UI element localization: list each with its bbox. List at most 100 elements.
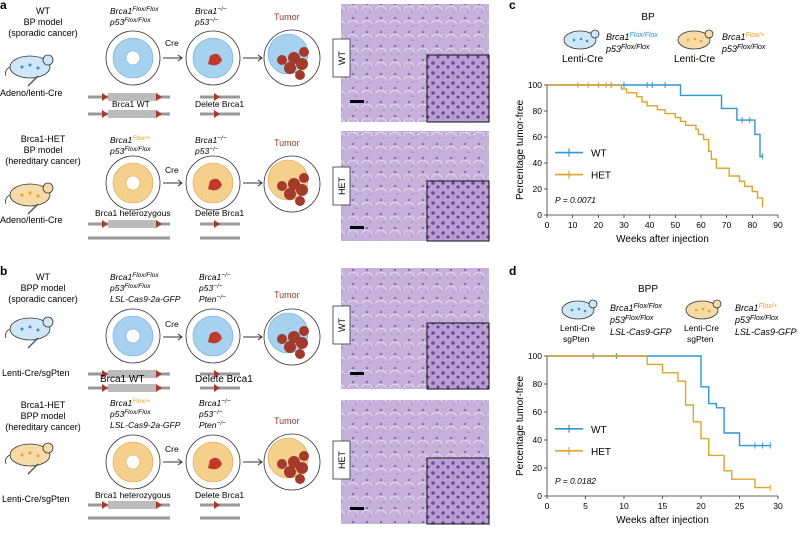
d-mouse1-icon xyxy=(561,299,598,320)
b-wt-model-line1: WT xyxy=(36,272,50,282)
c-x-tick-label: 20 xyxy=(594,220,604,230)
a-histo-het-tag-box xyxy=(332,166,351,206)
c-x-tick-label: 40 xyxy=(645,220,655,230)
b-het-tumor-label: Tumor xyxy=(274,416,300,426)
c-p-value: P = 0.0071 xyxy=(555,195,596,205)
b-wt-delete-label: Delete Brca1 xyxy=(195,374,253,385)
c-x-tick-label: 0 xyxy=(545,220,550,230)
a-het-after1: Brca1−/− xyxy=(195,135,227,145)
a-het-allele-diagram xyxy=(88,220,240,240)
a-het-geno2: p53Flox/Flox xyxy=(109,146,151,156)
c-mouse2-geno2: p53Flox/Flox xyxy=(721,44,766,54)
b-het-geno3: LSL-Cas9-2a-GFP xyxy=(110,420,181,430)
b-het-model-line1: Brca1-HET xyxy=(21,400,66,410)
d-y-tick-label: 40 xyxy=(533,435,543,445)
b-wt-cell-circle-deleted xyxy=(185,308,241,364)
b-wt-delivery: Lenti-Cre/sgPten xyxy=(2,368,70,378)
c-y-tick-label: 60 xyxy=(533,132,543,142)
d-mouse1-label2: sgPten xyxy=(563,334,590,344)
b-het-tumor-circle xyxy=(263,433,321,491)
a-het-cre: Cre xyxy=(165,165,179,175)
b-het-after3: Pten−/− xyxy=(199,420,226,430)
b-het-delete-label: Delete Brca1 xyxy=(195,490,244,500)
c-mouse1-icon xyxy=(563,29,600,50)
b-wt-arrow1 xyxy=(163,333,183,341)
d-y-tick-label: 80 xyxy=(533,379,543,389)
a-het-cell-circle xyxy=(105,155,161,211)
d-legend-label-het: HET xyxy=(591,447,611,458)
c-x-label: Weeks after injection xyxy=(616,234,709,245)
d-x-tick-label: 10 xyxy=(619,501,629,511)
panel-a: a WT BP model (sporadic cancer) Adeno/le… xyxy=(0,0,490,242)
d-y-tick-label: 100 xyxy=(528,351,542,361)
d-mouse2-geno2: p53Flox/Flox xyxy=(734,315,779,325)
b-wt-after1: Brca1−/− xyxy=(199,272,231,282)
d-x-tick-label: 15 xyxy=(658,501,668,511)
b-het-allele-diagram xyxy=(88,501,240,520)
c-mouse1-label: Lenti-Cre xyxy=(562,54,604,65)
b-het-mouse-icon xyxy=(5,442,54,475)
a-het-model-line2: BP model xyxy=(24,145,63,155)
b-het-cell-circle-deleted xyxy=(185,434,241,490)
a-wt-geno1: Brca1Flox/Flox xyxy=(110,6,159,16)
c-x-tick-label: 50 xyxy=(671,220,681,230)
a-histo-het-inset xyxy=(426,180,490,242)
d-mouse1-geno3: LSL-Cas9-GFP xyxy=(610,327,672,337)
b-histo-wt-inset xyxy=(426,322,490,390)
a-wt-arrow2 xyxy=(243,54,263,62)
c-x-tick-label: 80 xyxy=(748,220,758,230)
b-het-arrow2 xyxy=(243,458,263,466)
a-het-after2: p53−/− xyxy=(194,146,219,156)
a-het-allele-label: Brca1 heterozygous xyxy=(95,208,171,218)
c-series-wt xyxy=(547,84,763,158)
d-mouse1-geno1: Brca1Flox/Flox xyxy=(610,303,662,313)
b-het-cre: Cre xyxy=(165,444,179,454)
d-x-tick-label: 20 xyxy=(696,501,706,511)
d-p-value: P = 0.0182 xyxy=(555,476,596,486)
b-histo-wt-tag-box xyxy=(332,305,351,345)
b-wt-allele-diagram xyxy=(88,370,240,392)
b-het-delivery: Lenti-Cre/sgPten xyxy=(2,494,70,504)
c-y-tick-label: 0 xyxy=(537,210,542,220)
c-y-tick-label: 80 xyxy=(533,106,543,116)
chart-bpp: 0 5 10 15 20 25 30 0 20 40 60 80 100 Weeks after inje… xyxy=(515,351,783,526)
d-mouse2-geno1: Brca1Flox/+ xyxy=(735,303,778,313)
b-histo-wt-tag: WT xyxy=(337,318,347,332)
b-het-geno2: p53Flox/Flox xyxy=(109,409,151,419)
d-x-tick-label: 0 xyxy=(545,501,550,511)
c-mouse1-geno1: Brca1Flox/Flox xyxy=(606,32,658,42)
a-het-tumor-label: Tumor xyxy=(274,138,300,148)
a-histo-het-scalebar xyxy=(350,226,364,229)
a-wt-delete-label: Delete Brca1 xyxy=(195,99,244,109)
a-wt-cre: Cre xyxy=(165,38,179,48)
b-wt-tumor-label: Tumor xyxy=(274,290,300,300)
b-wt-model-line3: (sporadic cancer) xyxy=(8,294,78,304)
b-het-allele-label: Brca1 heterozygous xyxy=(95,490,171,500)
b-wt-cre: Cre xyxy=(165,319,179,329)
b-het-model-line3: (hereditary cancer) xyxy=(5,422,81,432)
b-wt-tumor-circle xyxy=(263,308,321,366)
b-wt-model-line2: BPP model xyxy=(21,283,66,293)
a-het-delete-label: Delete Brca1 xyxy=(195,208,244,218)
d-x-tick-label: 5 xyxy=(583,501,588,511)
a-wt-arrow1 xyxy=(163,54,183,62)
a-wt-cell-circle xyxy=(105,30,161,86)
a-wt-allele-label: Brca1 WT xyxy=(112,99,150,109)
b-het-after2: p53−/− xyxy=(198,409,223,419)
b-wt-cell-circle xyxy=(105,308,161,364)
d-legend-label-wt: WT xyxy=(591,425,607,436)
a-wt-after2: p53−/− xyxy=(194,17,219,27)
d-series-wt xyxy=(547,355,771,447)
a-wt-model-line2: BP model xyxy=(24,17,63,27)
panel-d: d BPP Lenti-Cre sgPten Brca1Flox/Flox p5… xyxy=(509,264,797,526)
c-mouse2-label: Lenti-Cre xyxy=(674,54,716,65)
b-het-geno1: Brca1Flox/+ xyxy=(110,398,150,408)
d-y-label: Percentage tumor-free xyxy=(515,376,526,476)
d-x-tick-label: 30 xyxy=(773,501,783,511)
a-het-mouse-icon xyxy=(5,182,54,215)
c-mouse2-geno1: Brca1Flox/+ xyxy=(722,32,765,42)
d-y-tick-label: 60 xyxy=(533,407,543,417)
chart-bp: 0 10 20 30 40 50 60 70 80 90 0 20 40 60 80 100 Weeks aft… xyxy=(515,80,783,245)
a-wt-cell-circle-deleted xyxy=(185,30,241,86)
